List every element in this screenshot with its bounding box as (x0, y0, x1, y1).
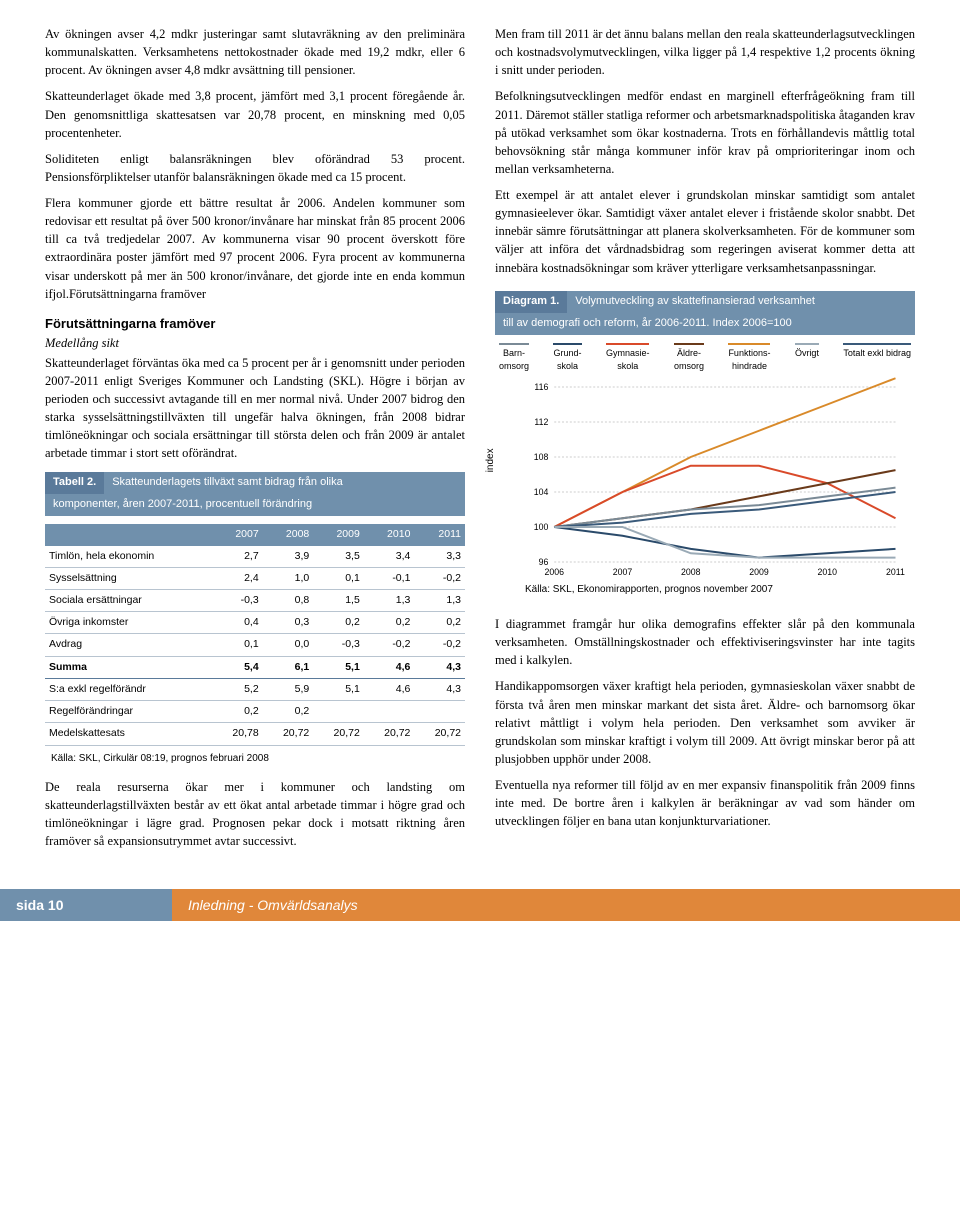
chart-legend: Barn-omsorg Grund-skola Gymnasie-skola Äldr… (495, 343, 915, 377)
diagram-label: Diagram 1. (495, 291, 567, 313)
table-block: Tabell 2. Skatteunderlagets tillväxt sam… (45, 472, 465, 766)
para: I diagrammet framgår hur olika demografi… (495, 615, 915, 669)
svg-text:2010: 2010 (818, 566, 838, 576)
svg-text:2008: 2008 (681, 566, 701, 576)
svg-text:2011: 2011 (886, 566, 905, 576)
table-label: Tabell 2. (45, 472, 104, 494)
legend-item: Funktions-hindrade (728, 343, 770, 373)
para: Men fram till 2011 är det ännu balans me… (495, 25, 915, 79)
left-column: Av ökningen avser 4,2 mdkr justeringar s… (45, 25, 465, 859)
svg-text:112: 112 (534, 416, 548, 426)
chart-source: Källa: SKL, Ekonomirapporten, prognos no… (495, 583, 915, 598)
svg-text:2006: 2006 (545, 566, 565, 576)
para: Skatteunderlaget ökade med 3,8 procent, … (45, 87, 465, 141)
legend-item: Barn-omsorg (499, 343, 529, 373)
para: Handikappomsorgen växer kraftigt hela pe… (495, 677, 915, 768)
section-subtitle: Medellång sikt (45, 334, 465, 352)
table-title: Skatteunderlagets tillväxt samt bidrag f… (104, 472, 465, 494)
section-title: Förutsättningarna framöver (45, 315, 465, 334)
para: Flera kommuner gjorde ett bättre resulta… (45, 194, 465, 303)
right-column: Men fram till 2011 är det ännu balans me… (495, 25, 915, 859)
legend-item: Gymnasie-skola (606, 343, 650, 373)
svg-text:104: 104 (534, 486, 549, 496)
svg-text:100: 100 (534, 521, 549, 531)
table-subtitle: komponenter, åren 2007-2011, procentuell… (45, 494, 465, 516)
y-axis-label: index (484, 448, 499, 472)
para: De reala resurserna ökar mer i kommuner … (45, 778, 465, 851)
legend-item: Totalt exkl bidrag (843, 343, 911, 373)
svg-text:116: 116 (534, 381, 548, 391)
svg-text:96: 96 (539, 556, 549, 566)
diagram-subtitle: till av demografi och reform, år 2006-20… (495, 313, 915, 335)
legend-item: Äldre-omsorg (674, 343, 704, 373)
footer-title: Inledning - Omvärldsanalys (172, 889, 960, 921)
page-footer: sida 10 Inledning - Omvärldsanalys (0, 889, 960, 921)
para: Eventuella nya reformer till följd av en… (495, 776, 915, 830)
para: Soliditeten enligt balansräkningen blev … (45, 150, 465, 186)
para: Ett exempel är att antalet elever i grun… (495, 186, 915, 277)
svg-text:2007: 2007 (613, 566, 633, 576)
para: Av ökningen avser 4,2 mdkr justeringar s… (45, 25, 465, 79)
legend-item: Grund-skola (553, 343, 581, 373)
para: Befolkningsutvecklingen medför endast en… (495, 87, 915, 178)
diagram-block: Diagram 1. Volymutveckling av skattefina… (495, 291, 915, 597)
svg-text:108: 108 (534, 451, 549, 461)
data-table: 20072008200920102011 Timlön, hela ekonom… (45, 524, 465, 745)
svg-text:2009: 2009 (749, 566, 769, 576)
table-source: Källa: SKL, Cirkulär 08:19, prognos febr… (51, 752, 465, 767)
para: Skatteunderlaget förväntas öka med ca 5 … (45, 354, 465, 463)
page-number: sida 10 (0, 889, 172, 921)
legend-item: Övrigt (795, 343, 819, 373)
diagram-title: Volymutveckling av skattefinansierad ver… (567, 291, 915, 313)
line-chart: index 9610010410811211620062007200820092… (495, 377, 915, 577)
